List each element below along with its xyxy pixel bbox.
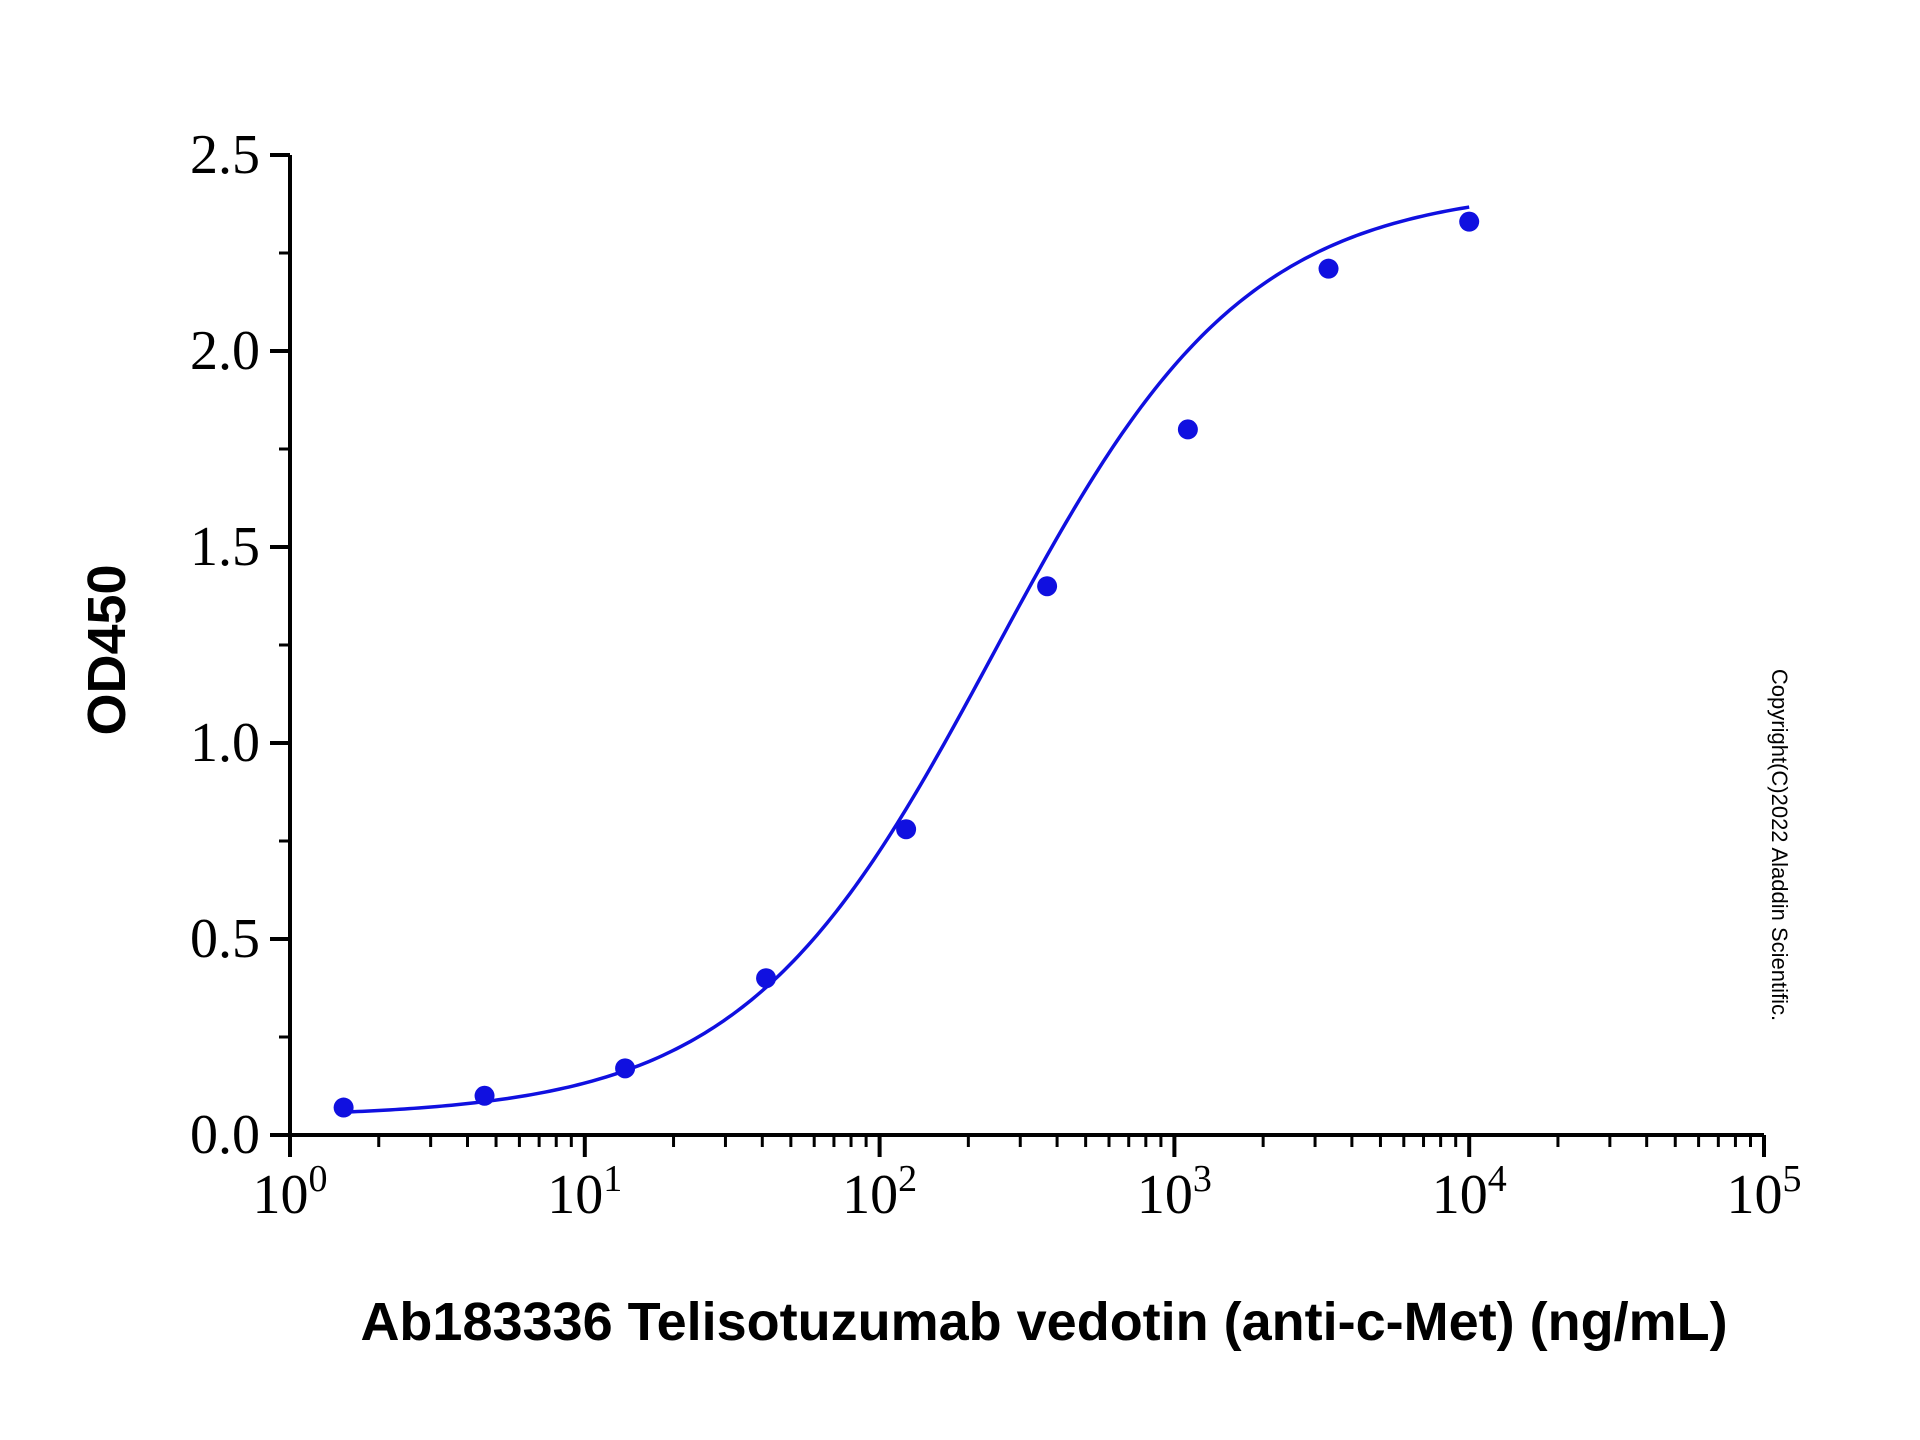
x-tick-label: 105 xyxy=(1727,1158,1802,1226)
data-point xyxy=(1177,419,1198,440)
y-tick-label: 0.0 xyxy=(190,1104,260,1166)
y-tick-label: 2.5 xyxy=(190,124,260,186)
data-point xyxy=(756,968,777,989)
y-axis-ticks: 0.0 0.5 1.0 1.5 2.0 2.5 xyxy=(190,124,290,1166)
data-points xyxy=(333,211,1480,1118)
x-tick-label: 100 xyxy=(253,1158,328,1226)
x-tick-label: 103 xyxy=(1137,1158,1212,1226)
y-tick-label: 2.0 xyxy=(190,320,260,382)
x-tick-label: 104 xyxy=(1432,1158,1507,1226)
copyright-text: Copyright(C)2022 Aladdin Scientific. xyxy=(1767,669,1792,1021)
x-tick-label: 102 xyxy=(842,1158,917,1226)
fit-curve xyxy=(343,205,1470,1114)
x-axis-ticks: 100 101 102 103 104 105 xyxy=(253,1135,1802,1226)
data-point xyxy=(896,819,917,840)
data-point xyxy=(1037,576,1058,597)
y-tick-label: 1.5 xyxy=(190,516,260,578)
x-axis-title: Ab183336 Telisotuzumab vedotin (anti-c-M… xyxy=(360,1292,1727,1352)
x-tick-label: 101 xyxy=(547,1158,622,1226)
data-point xyxy=(1318,258,1339,279)
data-point xyxy=(615,1058,636,1079)
y-axis-title: OD450 xyxy=(77,564,137,735)
y-tick-label: 1.0 xyxy=(190,712,260,774)
data-point xyxy=(474,1085,495,1106)
y-tick-label: 0.5 xyxy=(190,908,260,970)
data-point xyxy=(1459,211,1480,232)
data-point xyxy=(333,1097,354,1118)
